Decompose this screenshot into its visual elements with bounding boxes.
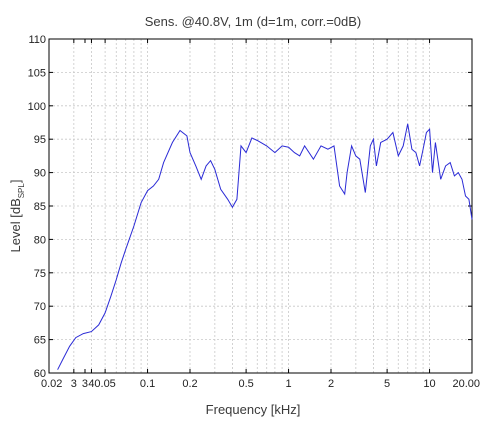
y-tick-label: 60 (34, 368, 46, 380)
y-tick-label: 105 (28, 67, 46, 79)
y-axis-label: Level [dBSPL] (8, 180, 26, 253)
x-tick-label: 0.5 (238, 378, 253, 390)
x-tick-label: 3 (82, 378, 88, 390)
x-tick-label: 0.2 (182, 378, 197, 390)
y-tick-label: 100 (28, 101, 46, 113)
y-tick-label: 75 (34, 268, 46, 280)
y-tick-label: 95 (34, 134, 46, 146)
y-axis-label-suffix: ] (8, 180, 23, 184)
x-tick-label: 1 (285, 378, 291, 390)
y-axis-label-sub: SPL (17, 183, 26, 199)
x-tick-label: 2 (328, 378, 334, 390)
x-tick-label: 10 (423, 378, 435, 390)
y-tick-label: 80 (34, 234, 46, 246)
x-tick-label: 0.05 (94, 378, 115, 390)
y-tick-label: 90 (34, 168, 46, 180)
y-tick-label: 65 (34, 335, 46, 347)
chart-title: Sens. @40.8V, 1m (d=1m, corr.=0dB) (145, 14, 362, 29)
x-tick-label: 20.00 (452, 378, 480, 390)
x-axis-label: Frequency [kHz] (206, 402, 301, 417)
y-tick-label: 70 (34, 301, 46, 313)
y-tick-label: 85 (34, 201, 46, 213)
x-tick-label: 0.1 (140, 378, 155, 390)
y-tick-label: 110 (28, 34, 46, 46)
x-tick-label: 5 (384, 378, 390, 390)
x-tick-label: 0.02 (41, 378, 62, 390)
grid (48, 38, 473, 374)
x-tick-label: 3 (71, 378, 77, 390)
series-line (57, 123, 473, 370)
x-tick-label: 4 (88, 378, 94, 390)
plot-area (48, 38, 473, 374)
